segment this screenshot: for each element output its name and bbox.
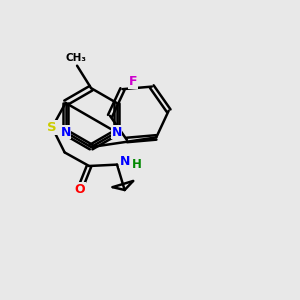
Text: H: H — [132, 158, 142, 171]
Text: F: F — [129, 75, 138, 88]
Text: N: N — [111, 126, 122, 139]
Text: O: O — [74, 183, 85, 196]
Text: N: N — [119, 155, 130, 168]
Text: N: N — [60, 126, 71, 139]
Text: CH₃: CH₃ — [65, 53, 86, 63]
Text: S: S — [47, 121, 57, 134]
